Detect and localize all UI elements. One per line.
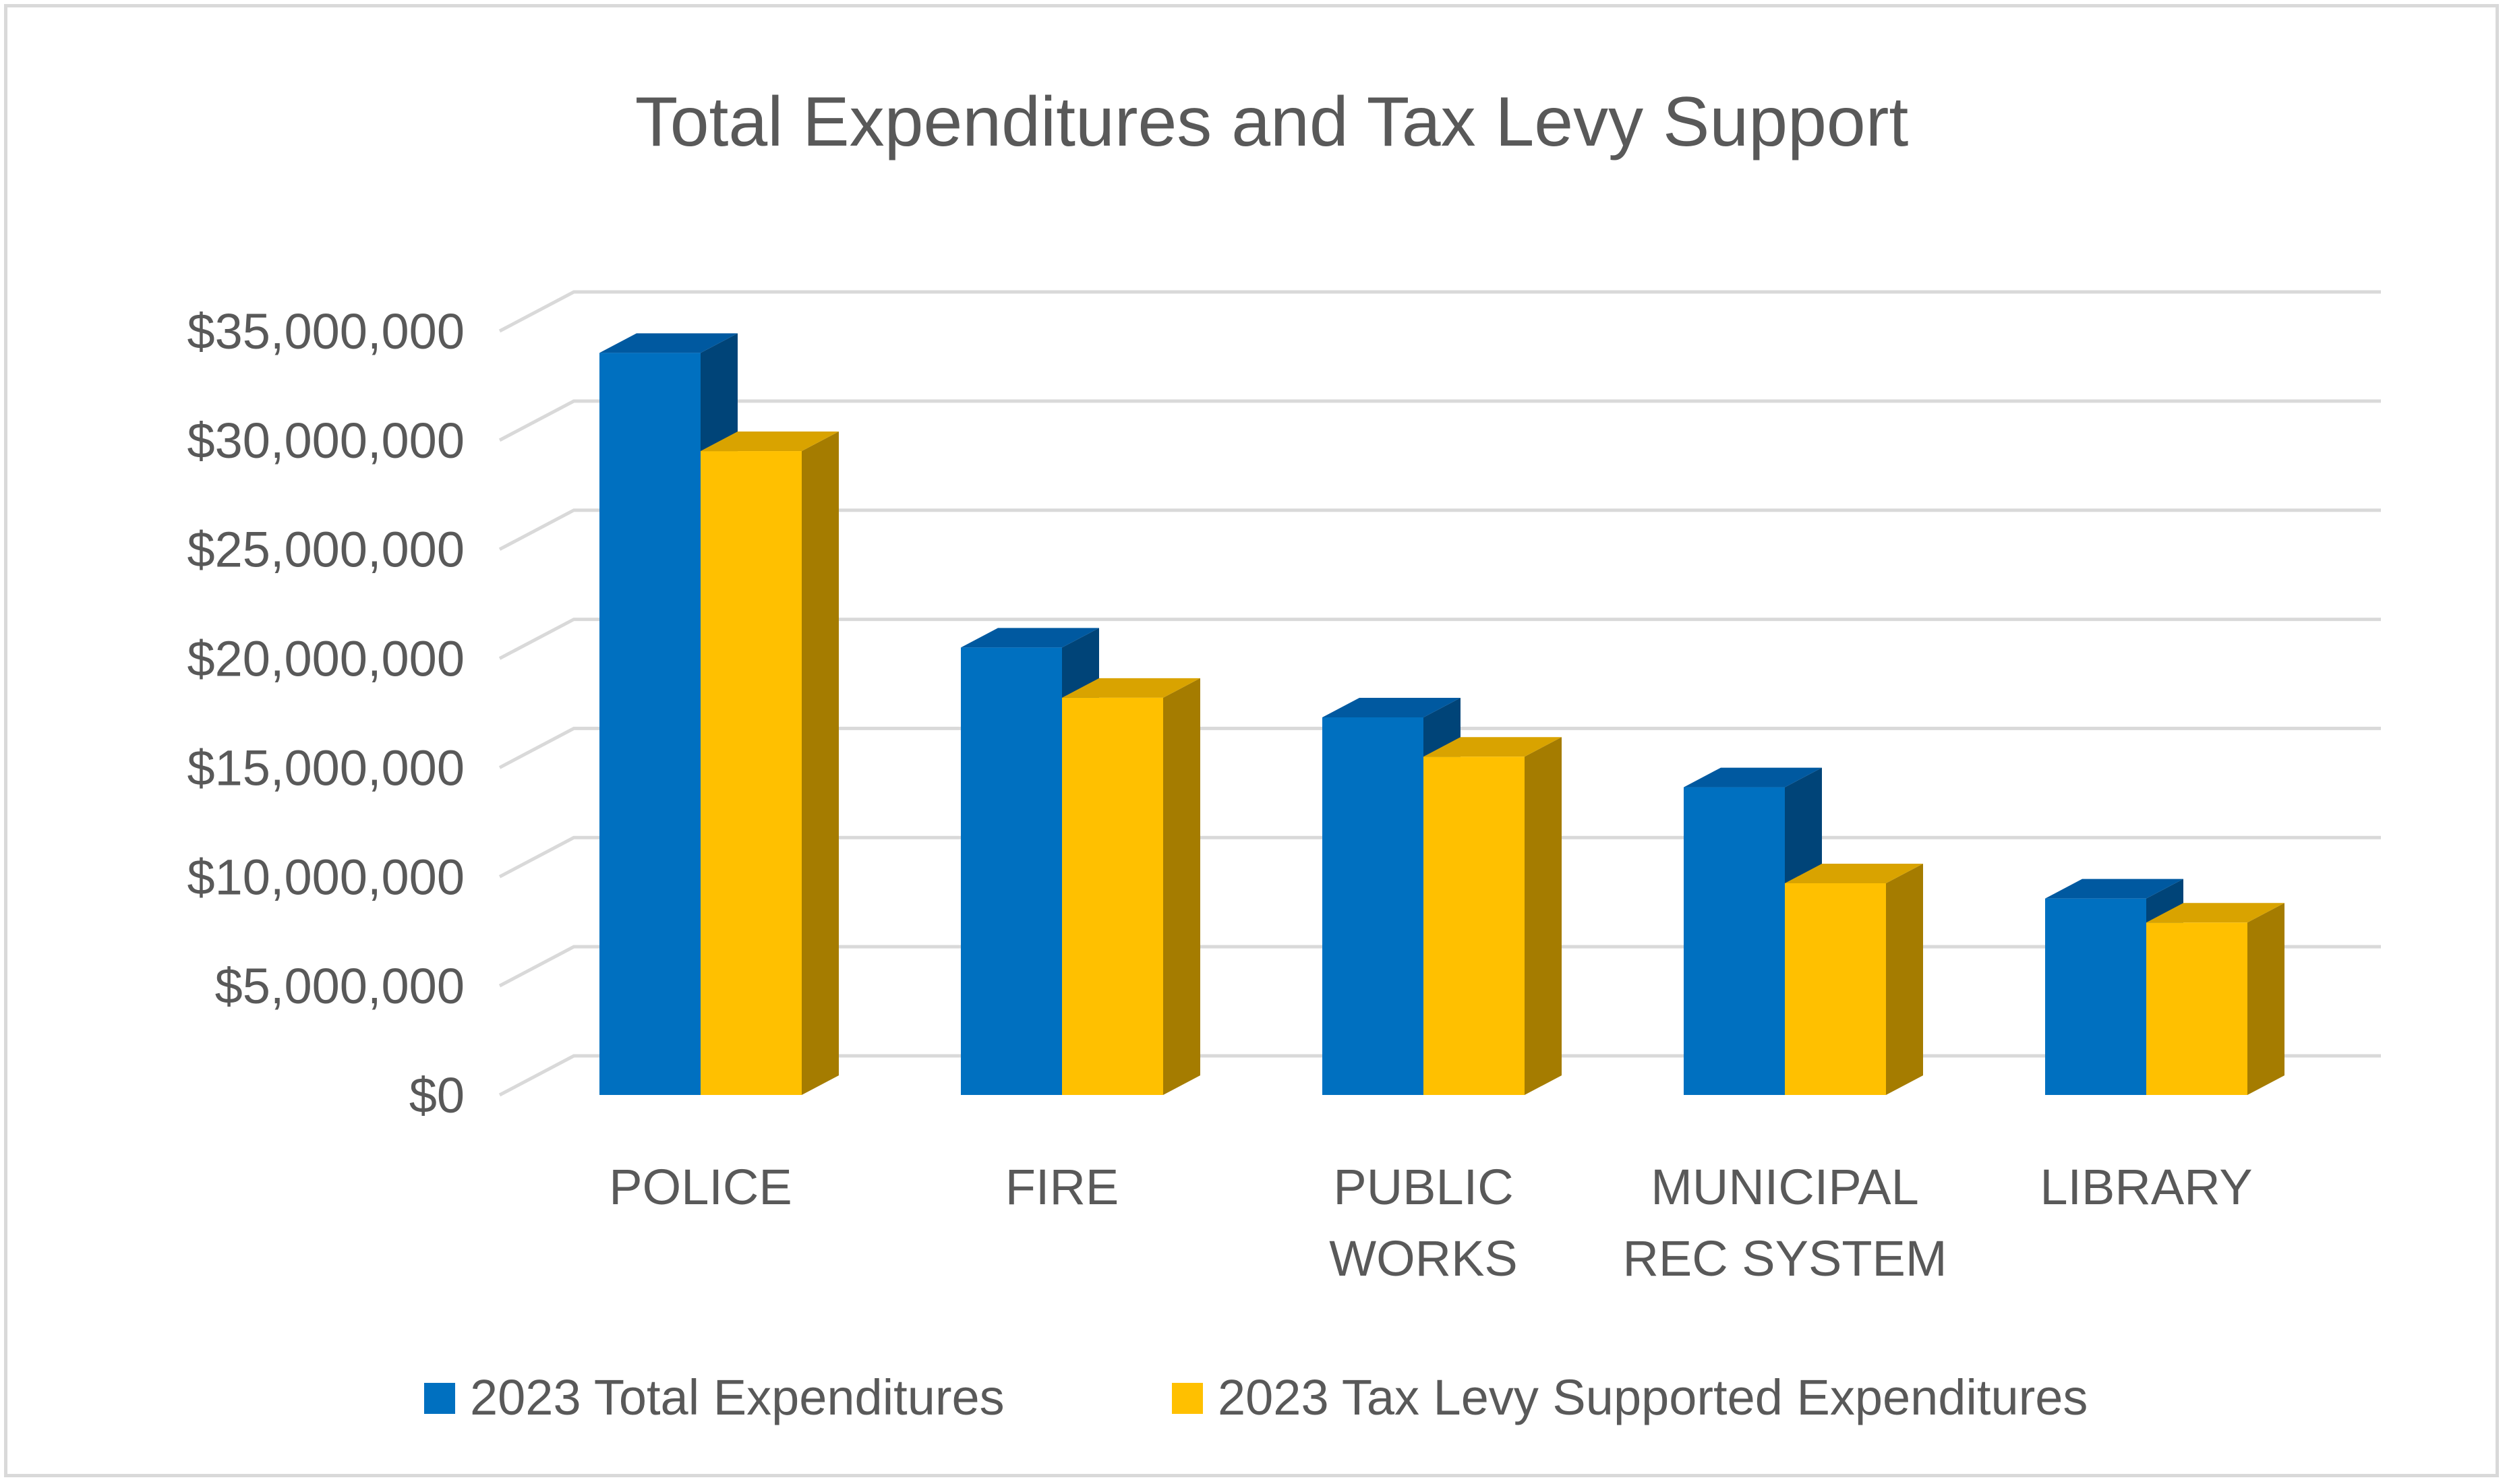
bar-top bbox=[1423, 737, 1562, 757]
y-axis-ticks: $0 $5,000,000 $10,000,000 $15,000,000 $20,00… bbox=[187, 303, 465, 1123]
bar-top bbox=[2146, 903, 2284, 923]
y-tick-label: $15,000,000 bbox=[187, 740, 465, 796]
bar bbox=[1062, 678, 1200, 1095]
legend-swatch bbox=[1172, 1383, 1203, 1414]
bar-side bbox=[1163, 678, 1200, 1095]
bar-front bbox=[1062, 697, 1163, 1095]
legend-label: 2023 Tax Levy Supported Expenditures bbox=[1218, 1369, 2088, 1425]
bar-top bbox=[1785, 863, 1923, 883]
y-tick-label: $0 bbox=[409, 1067, 465, 1123]
gridline bbox=[498, 618, 2381, 660]
bar-side bbox=[2247, 903, 2284, 1095]
x-category-label: PUBLIC bbox=[1333, 1159, 1513, 1215]
legend: 2023 Total Expenditures 2023 Tax Levy Sup… bbox=[424, 1369, 2088, 1425]
chart-title: Total Expenditures and Tax Levy Support bbox=[635, 83, 1909, 161]
y-tick-label: $35,000,000 bbox=[187, 303, 465, 359]
chart-frame: Total Expenditures and Tax Levy Support … bbox=[4, 4, 2499, 1477]
bar-front bbox=[961, 647, 1062, 1095]
bar-top bbox=[1062, 678, 1200, 698]
x-category-label: POLICE bbox=[609, 1159, 792, 1215]
gridline bbox=[498, 508, 2381, 551]
bar-front bbox=[701, 451, 802, 1095]
gridline bbox=[498, 290, 2381, 333]
legend-item: 2023 Tax Levy Supported Expenditures bbox=[1172, 1369, 2088, 1425]
bar-front bbox=[1684, 787, 1785, 1095]
bar-side bbox=[1886, 863, 1923, 1095]
x-category-label: FIRE bbox=[1005, 1159, 1119, 1215]
bar bbox=[1423, 737, 1562, 1095]
x-axis-categories: POLICE FIRE PUBLIC WORKS MUNICIPAL REC SYSTEM… bbox=[609, 1159, 2252, 1286]
legend-item: 2023 Total Expenditures bbox=[424, 1369, 1005, 1425]
legend-label: 2023 Total Expenditures bbox=[470, 1369, 1005, 1425]
y-tick-label: $20,000,000 bbox=[187, 631, 465, 687]
y-tick-label: $10,000,000 bbox=[187, 849, 465, 905]
bar-top bbox=[961, 628, 1099, 648]
bar-front bbox=[2146, 922, 2247, 1095]
x-category-label: LIBRARY bbox=[2040, 1159, 2252, 1215]
bar-side bbox=[1525, 737, 1562, 1095]
bar-front bbox=[1322, 717, 1423, 1095]
legend-swatch bbox=[424, 1383, 455, 1414]
bar bbox=[2146, 903, 2284, 1095]
bar-side bbox=[802, 432, 839, 1095]
x-category-label: MUNICIPAL bbox=[1651, 1159, 1918, 1215]
bar-top bbox=[599, 333, 738, 353]
bar-top bbox=[701, 432, 839, 452]
bar-front bbox=[2045, 898, 2146, 1095]
bar-top bbox=[2045, 879, 2183, 899]
bar-front bbox=[599, 353, 701, 1096]
x-category-label: REC SYSTEM bbox=[1622, 1230, 1947, 1286]
gridline bbox=[498, 726, 2381, 769]
bar-top bbox=[1684, 767, 1822, 788]
y-tick-label: $5,000,000 bbox=[215, 958, 465, 1014]
gridline bbox=[498, 399, 2381, 442]
bars bbox=[599, 333, 2284, 1096]
y-tick-label: $30,000,000 bbox=[187, 413, 465, 469]
bar-front bbox=[1423, 756, 1525, 1095]
bar bbox=[1785, 863, 1923, 1095]
bar-chart: Total Expenditures and Tax Levy Support … bbox=[187, 83, 2381, 1425]
bar bbox=[701, 432, 839, 1095]
bar-front bbox=[1785, 883, 1886, 1095]
y-tick-label: $25,000,000 bbox=[187, 522, 465, 578]
x-category-label: WORKS bbox=[1329, 1230, 1518, 1286]
bar-top bbox=[1322, 697, 1461, 717]
gridlines bbox=[498, 290, 2381, 1097]
